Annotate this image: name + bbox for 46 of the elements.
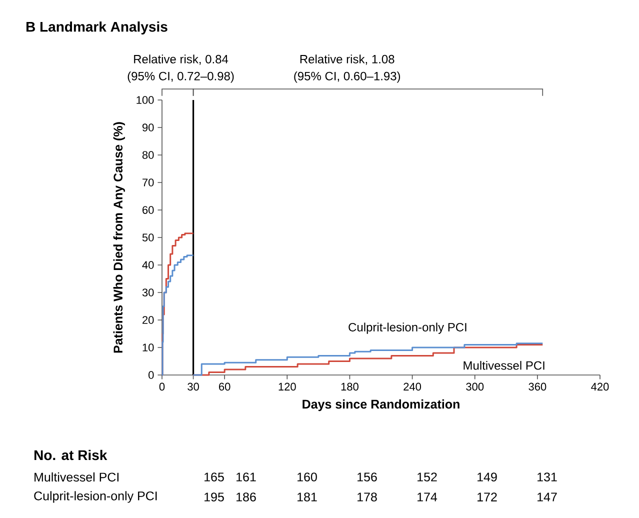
text: Multivessel PCI [34, 472, 118, 482]
x-tick-label: 300 [466, 382, 484, 391]
text: 172 [478, 492, 497, 502]
text: Culprit-lesion-only PCI [34, 491, 157, 503]
chart-title: B Landmark Analysis [26, 21, 168, 35]
x-tick-label: 30 [188, 382, 199, 391]
y-tick-label: 70 [142, 178, 154, 186]
y-tick-label: 30 [142, 288, 154, 296]
x-tick-label: 240 [404, 382, 422, 391]
text: 186 [236, 492, 256, 502]
y-tick-label: 10 [142, 344, 154, 352]
text: 161 [236, 472, 256, 482]
text: 149 [478, 472, 497, 482]
y-tick-label: 90 [142, 124, 154, 132]
y-axis-title: Patients Who Died from Any Cause (%) [113, 122, 125, 353]
text: 178 [358, 492, 377, 502]
text: Relative risk, 1.08 [300, 54, 394, 65]
text: Relative risk, 0.84 [134, 54, 228, 65]
text: 156 [358, 472, 377, 482]
text: 174 [418, 492, 438, 502]
text: (95% CI, 0.60–1.93) [294, 72, 400, 83]
y-tick-label: 0 [148, 371, 154, 379]
x-axis-title: Days since Randomization [302, 399, 460, 412]
x-tick-label: 420 [591, 382, 609, 391]
text: 181 [298, 492, 317, 502]
x-tick-label: 120 [278, 382, 296, 391]
x-tick-label: 360 [528, 382, 546, 391]
text: 152 [418, 472, 437, 482]
series-label: Multivessel PCI [464, 360, 544, 370]
y-tick-label: 60 [142, 206, 154, 214]
x-tick-label: 0 [159, 382, 165, 391]
text: No. at Risk [34, 450, 108, 460]
y-tick-label: 100 [136, 96, 154, 104]
series-label: Culprit-lesion-only PCI [348, 322, 466, 334]
y-tick-label: 20 [142, 316, 154, 324]
y-tick-label: 40 [142, 261, 154, 269]
text: (95% CI, 0.72–0.98) [128, 72, 234, 83]
text: 147 [538, 492, 557, 502]
y-tick-label: 50 [142, 234, 154, 242]
y-tick-label: 80 [142, 151, 154, 159]
text: 165 [204, 472, 224, 482]
text: 160 [298, 472, 317, 482]
text: 195 [204, 492, 224, 502]
x-tick-label: 180 [341, 382, 358, 391]
x-tick-label: 60 [219, 382, 230, 391]
text: 131 [538, 472, 557, 482]
